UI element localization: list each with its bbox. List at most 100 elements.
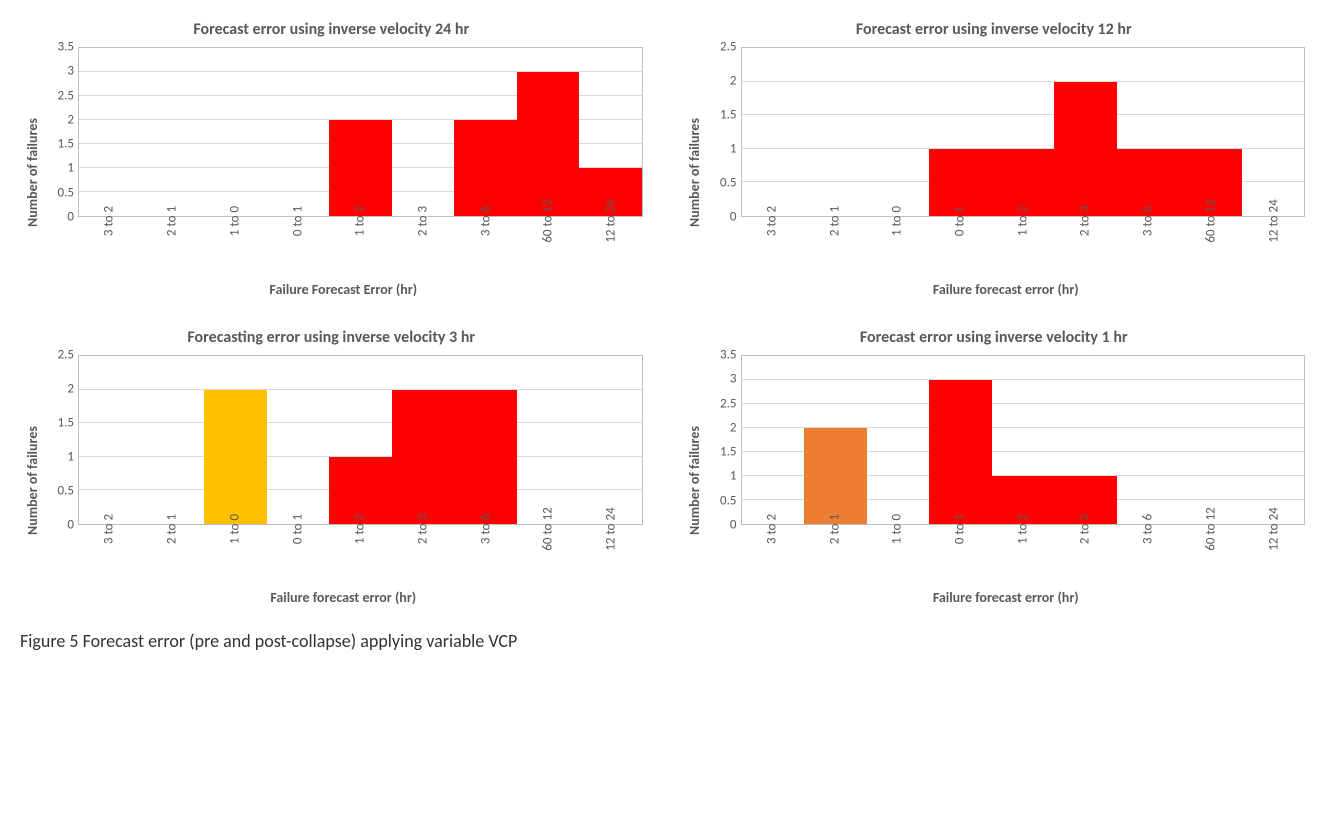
y-tick: 0.5: [720, 176, 736, 191]
x-tick-label: 1 to 2: [1015, 206, 1030, 236]
x-tick-label: 3 to 2: [102, 514, 117, 544]
x-tick-label: 1 to 2: [353, 206, 368, 236]
chart-panel-iv12: Forecast error using inverse velocity 12…: [683, 20, 1306, 298]
bar: [454, 390, 517, 524]
x-tick: 12 to 24: [580, 217, 643, 277]
bar-slot: [579, 356, 642, 524]
x-tick-label: 60 to 12: [1203, 507, 1218, 550]
x-tick-label: 0 to 1: [290, 206, 305, 236]
x-tick: 0 to 1: [266, 217, 329, 277]
x-ticks: 3 to 22 to 11 to 00 to 11 to 22 to 33 to…: [741, 217, 1306, 277]
x-tick-label: 0 to 1: [953, 514, 968, 544]
x-tick-label: 12 to 24: [604, 199, 619, 242]
x-tick-label: 1 to 2: [1015, 514, 1030, 544]
bar-slot: [804, 356, 867, 524]
bar-slot: [1054, 356, 1117, 524]
bar-slot: [742, 48, 805, 216]
x-tick: 12 to 24: [1242, 525, 1305, 585]
y-tick: 1: [730, 469, 737, 484]
bar-slot: [517, 356, 580, 524]
y-axis-label: Number of failures: [686, 426, 703, 535]
x-tick-label: 0 to 1: [290, 514, 305, 544]
bar: [329, 120, 392, 216]
x-tick-label: 2 to 1: [827, 206, 842, 236]
bar-slot: [204, 356, 267, 524]
chart-panel-iv3: Forecasting error using inverse velocity…: [20, 328, 643, 606]
bar-slot: [804, 48, 867, 216]
x-tick-label: 2 to 1: [165, 206, 180, 236]
x-tick-label: 3 to 2: [764, 514, 779, 544]
x-tick-label: 1 to 0: [890, 514, 905, 544]
x-tick: 0 to 1: [929, 525, 992, 585]
chart-panel-iv24: Forecast error using inverse velocity 24…: [20, 20, 643, 298]
y-tick: 1.5: [58, 416, 74, 431]
y-tick: 2.5: [720, 396, 736, 411]
x-tick-label: 1 to 0: [227, 206, 242, 236]
bar-slot: [329, 48, 392, 216]
y-tick: 0.5: [720, 493, 736, 508]
y-axis-label: Number of failures: [24, 426, 41, 535]
chart-title: Forecast error using inverse velocity 1 …: [683, 328, 1306, 347]
bar-slot: [867, 48, 930, 216]
x-tick: 3 to 6: [454, 217, 517, 277]
bar-slot: [579, 48, 642, 216]
bar: [204, 390, 267, 524]
y-ticks: 00.511.522.533.5: [44, 47, 78, 217]
x-tick-label: 2 to 1: [827, 514, 842, 544]
x-tick: 1 to 2: [991, 525, 1054, 585]
x-tick: 2 to 1: [803, 525, 866, 585]
x-tick-label: 2 to 3: [1078, 206, 1093, 236]
y-tick: 2: [730, 74, 737, 89]
y-tick: 2: [67, 382, 74, 397]
bars: [79, 48, 642, 216]
x-tick: 2 to 3: [392, 217, 455, 277]
x-tick-label: 1 to 0: [890, 206, 905, 236]
y-ticks: 00.511.522.5: [707, 47, 741, 217]
bar-slot: [142, 356, 205, 524]
y-tick: 1.5: [720, 445, 736, 460]
bar-slot: [517, 48, 580, 216]
x-tick: 1 to 0: [203, 525, 266, 585]
x-tick: 3 to 2: [741, 525, 804, 585]
bar: [929, 380, 992, 524]
x-tick: 3 to 6: [454, 525, 517, 585]
y-tick: 1.5: [58, 137, 74, 152]
x-tick: 2 to 3: [392, 525, 455, 585]
y-tick: 3: [730, 372, 737, 387]
x-ticks: 3 to 22 to 11 to 00 to 11 to 22 to 33 to…: [78, 525, 643, 585]
bar-slot: [742, 356, 805, 524]
x-tick: 60 to 12: [1180, 525, 1243, 585]
x-tick: 2 to 3: [1054, 525, 1117, 585]
bar-slot: [454, 48, 517, 216]
y-tick: 0: [67, 518, 74, 533]
y-tick: 2: [67, 112, 74, 127]
y-tick: 0: [67, 210, 74, 225]
bar-slot: [1242, 356, 1305, 524]
x-tick-label: 12 to 24: [604, 507, 619, 550]
x-tick: 60 to 12: [517, 217, 580, 277]
bar-slot: [267, 48, 330, 216]
x-tick: 3 to 2: [741, 217, 804, 277]
y-tick: 0.5: [58, 484, 74, 499]
bar-slot: [392, 48, 455, 216]
bar-slot: [1054, 48, 1117, 216]
y-tick: 0: [730, 210, 737, 225]
x-tick: 2 to 1: [141, 525, 204, 585]
x-tick: 1 to 2: [329, 217, 392, 277]
y-tick: 3.5: [58, 40, 74, 55]
bar-slot: [1179, 356, 1242, 524]
bar-slot: [79, 356, 142, 524]
y-tick: 2.5: [58, 348, 74, 363]
plot-area: [78, 355, 643, 525]
y-tick: 2: [730, 420, 737, 435]
x-tick-label: 3 to 2: [102, 206, 117, 236]
plot-area: [78, 47, 643, 217]
x-tick-label: 60 to 12: [541, 199, 556, 242]
plot-area: [741, 355, 1306, 525]
x-tick: 2 to 3: [1054, 217, 1117, 277]
x-tick: 60 to 12: [1180, 217, 1243, 277]
plot-area: [741, 47, 1306, 217]
x-tick: 1 to 0: [203, 217, 266, 277]
y-tick: 1: [67, 450, 74, 465]
bar-slot: [392, 356, 455, 524]
